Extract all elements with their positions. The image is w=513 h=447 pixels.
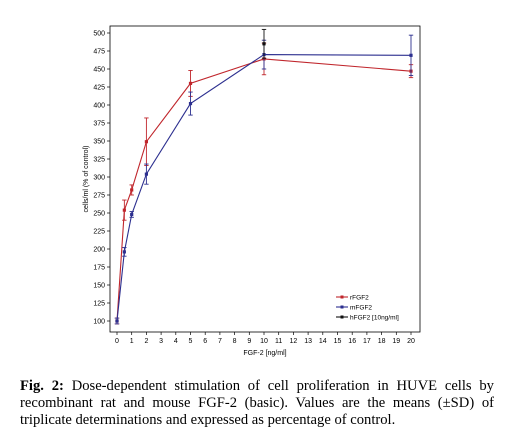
data-point (130, 188, 134, 192)
y-tick-label: 275 (93, 192, 105, 199)
data-point (115, 319, 119, 323)
x-tick-label: 15 (334, 338, 342, 345)
data-point (122, 208, 126, 212)
series-line (116, 54, 412, 322)
y-tick-label: 375 (93, 120, 105, 127)
y-tick-label: 175 (93, 264, 105, 271)
y-tick-label: 100 (93, 318, 105, 325)
x-tick-label: 12 (290, 338, 298, 345)
y-tick-label: 225 (93, 228, 105, 235)
x-axis-title: FGF-2 [ng/ml] (243, 350, 286, 357)
y-tick-label: 350 (93, 138, 105, 145)
data-point (262, 42, 266, 46)
x-tick-label: 13 (304, 338, 312, 345)
y-tick-label: 325 (93, 156, 105, 163)
data-point (122, 250, 126, 254)
x-tick-label: 3 (159, 338, 163, 345)
legend: rFGF2 mFGF2 hFGF2 [10ng/ml] (336, 294, 399, 321)
x-tick-label: 9 (247, 338, 251, 345)
x-tick-label: 1 (130, 338, 134, 345)
x-tick-label: 17 (363, 338, 371, 345)
y-tick-label: 250 (93, 210, 105, 217)
x-tick-label: 0 (115, 338, 119, 345)
data-point (188, 101, 193, 106)
legend-label: hFGF2 [10ng/ml] (350, 314, 399, 321)
y-axis-title: cells/ml (% of control) (83, 146, 90, 213)
chart-area: 100 125 150 175 200 225 250 275 300 325 350 375 400 4… (83, 25, 421, 357)
x-tick-label: 10 (260, 338, 268, 345)
legend-label: mFGF2 (350, 304, 372, 311)
x-tick-label: 19 (392, 338, 400, 345)
y-tick-label: 200 (93, 246, 105, 253)
legend-label: rFGF2 (350, 294, 369, 301)
y-tick-label: 400 (93, 102, 105, 109)
y-tick-label: 125 (93, 300, 105, 307)
x-tick-label: 6 (203, 338, 207, 345)
x-tick-label: 8 (233, 338, 237, 345)
y-tick-label: 475 (93, 48, 105, 55)
series-line (116, 58, 412, 322)
x-tick-label: 5 (189, 338, 193, 345)
x-tick-label: 7 (218, 338, 222, 345)
data-point (130, 212, 134, 217)
x-tick-label: 2 (144, 338, 148, 345)
x-tick-label: 18 (378, 338, 386, 345)
series-layer (114, 28, 414, 325)
data-point (144, 172, 148, 176)
y-tick-label: 450 (93, 66, 105, 73)
plot-frame (109, 25, 421, 333)
y-tick-label: 150 (93, 282, 105, 289)
caption-label: Fig. 2: (20, 378, 64, 394)
y-tick-label: 300 (93, 174, 105, 181)
caption-text: Dose-dependent stimulation of cell proli… (20, 378, 494, 428)
x-tick-label: 20 (407, 338, 415, 345)
legend-marker (340, 315, 344, 319)
y-tick-label: 425 (93, 84, 105, 91)
axes: 1001251501752002252502753003253503754004… (93, 25, 421, 345)
legend-marker (340, 295, 344, 299)
y-tick-label: 500 (93, 30, 105, 37)
figure-caption: Fig. 2: Dose-dependent stimulation of ce… (20, 378, 494, 429)
x-tick-label: 11 (275, 338, 282, 345)
x-tick-label: 16 (348, 338, 356, 345)
legend-marker (340, 305, 344, 309)
data-point (409, 53, 413, 57)
dose-response-chart: 1001251501752002252502753003253503754004… (83, 25, 421, 357)
x-tick-label: 4 (174, 338, 178, 345)
x-tick-label: 14 (319, 338, 327, 345)
data-point (144, 140, 148, 144)
data-point (188, 81, 193, 85)
